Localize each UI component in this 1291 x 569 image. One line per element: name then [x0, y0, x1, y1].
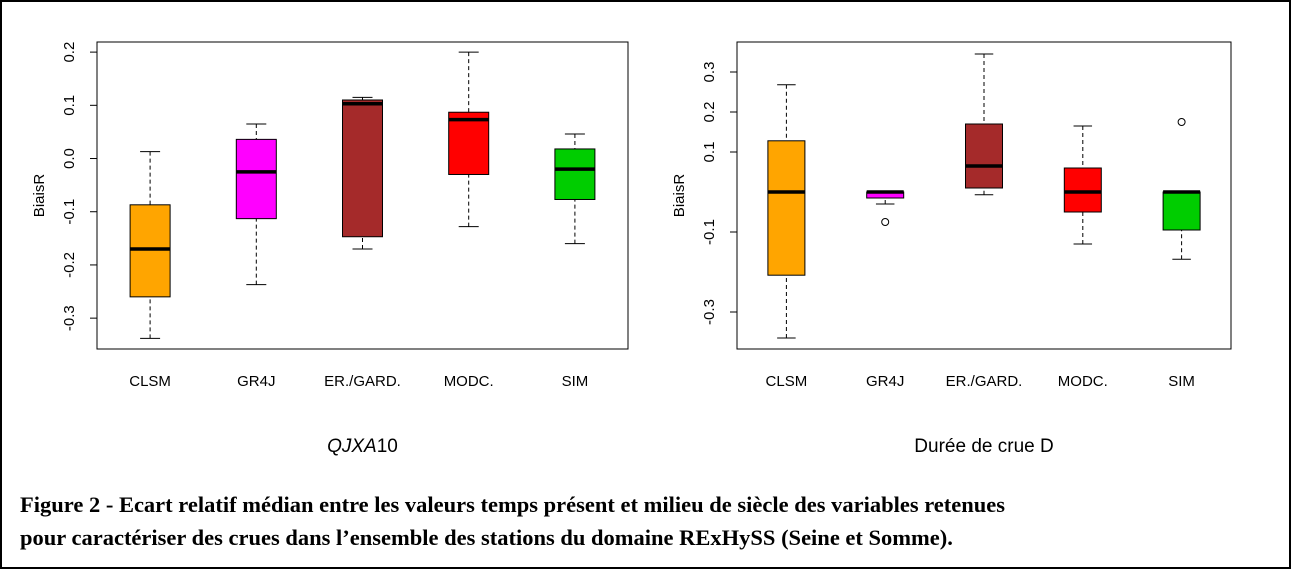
y-tick-label: 0.1: [701, 142, 718, 163]
box: [965, 123, 1003, 189]
plot-frame: [736, 41, 1232, 350]
x-axis-label-part: 10: [377, 436, 398, 457]
y-tick-label: -0.1: [61, 199, 78, 225]
y-tick-label: 0.0: [61, 148, 78, 169]
x-axis-label: QJXA10: [327, 436, 398, 457]
y-tick-label: -0.2: [61, 252, 78, 278]
y-axis-label: BiaisR: [31, 174, 48, 218]
box: [129, 204, 171, 298]
caption-line: Figure 2 - Ecart relatif médian entre le…: [20, 492, 1005, 517]
box: [342, 99, 383, 238]
x-tick-label: CLSM: [129, 373, 171, 390]
plot-frame: [96, 41, 629, 350]
y-tick-label: 0.2: [701, 102, 718, 123]
x-tick-label: ER./GARD.: [946, 373, 1023, 390]
y-tick-label: 0.2: [61, 42, 78, 63]
x-tick-label: ER./GARD.: [324, 373, 401, 390]
x-tick-label: GR4J: [866, 373, 904, 390]
x-tick-label: SIM: [1168, 373, 1195, 390]
x-tick-label: MODC.: [444, 373, 494, 390]
y-tick-label: -0.3: [701, 299, 718, 325]
y-tick-label: 0.3: [701, 62, 718, 83]
x-tick-label: MODC.: [1058, 373, 1108, 390]
box: [554, 148, 596, 200]
box: [1162, 191, 1201, 231]
x-axis-label-part: QJXA: [327, 436, 377, 457]
y-tick-label: -0.3: [61, 305, 78, 331]
box: [1063, 167, 1102, 213]
outlier: [1177, 118, 1186, 126]
x-tick-label: SIM: [562, 373, 589, 390]
x-tick-label: CLSM: [766, 373, 808, 390]
y-tick-label: 0.1: [61, 95, 78, 116]
x-axis-label: Durée de crue D: [914, 436, 1053, 457]
x-tick-label: GR4J: [237, 373, 275, 390]
x-axis-label-part: Durée de crue D: [914, 436, 1053, 457]
y-axis-label: BiaisR: [671, 174, 688, 218]
box: [448, 111, 490, 175]
box: [767, 140, 806, 276]
box: [235, 138, 277, 220]
y-tick-label: -0.1: [701, 219, 718, 245]
caption-line: pour caractériser des crues dans l’ensem…: [20, 525, 953, 550]
outlier: [881, 218, 890, 226]
